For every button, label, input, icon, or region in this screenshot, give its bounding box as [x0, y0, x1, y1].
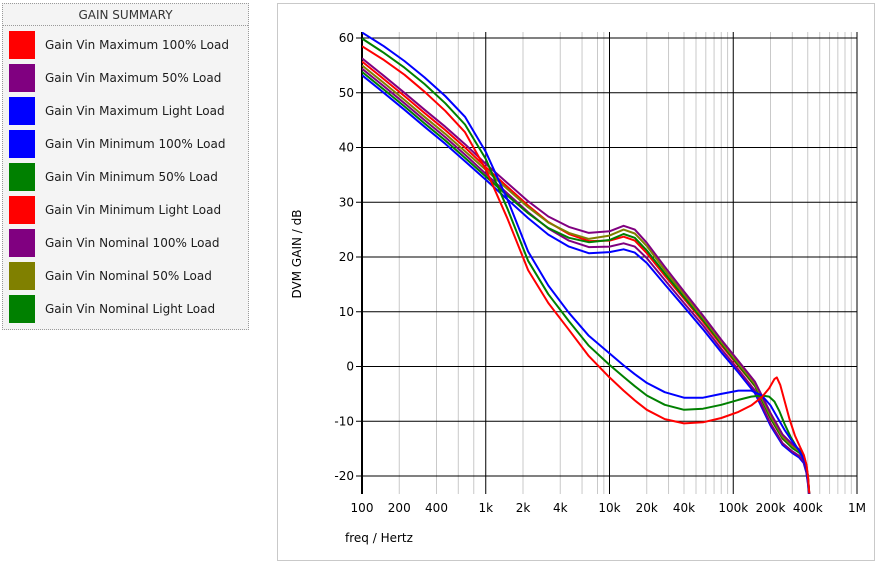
legend-item-label: Gain Vin Nominal 100% Load	[45, 235, 220, 250]
legend-item-label: Gain Vin Nominal 50% Load	[45, 268, 212, 283]
x-tick-label: 2k	[516, 501, 531, 515]
curve-gain-vin-maximum-light-load	[362, 32, 811, 494]
legend-items: Gain Vin Maximum 100% Load Gain Vin Maxim…	[3, 26, 248, 329]
legend-item: Gain Vin Nominal Light Load	[3, 292, 248, 325]
legend-item: Gain Vin Minimum 100% Load	[3, 127, 248, 160]
legend-item: Gain Vin Maximum 100% Load	[3, 28, 248, 61]
legend-item-label: Gain Vin Maximum 100% Load	[45, 37, 229, 52]
legend-item: Gain Vin Minimum Light Load	[3, 193, 248, 226]
y-tick-label: 20	[339, 250, 354, 264]
legend-item-label: Gain Vin Nominal Light Load	[45, 301, 216, 316]
legend-swatch	[9, 261, 35, 290]
legend-item: Gain Vin Nominal 100% Load	[3, 226, 248, 259]
legend-item-label: Gain Vin Minimum 50% Load	[45, 169, 218, 184]
x-tick-label: 4k	[553, 501, 568, 515]
x-axis-title: freq / Hertz	[345, 531, 413, 545]
legend-item-label: Gain Vin Minimum Light Load	[45, 202, 222, 217]
y-tick-label: 30	[339, 195, 354, 209]
x-tick-label: 1M	[848, 501, 866, 515]
x-tick-label: 100k	[718, 501, 748, 515]
curve-gain-vin-nominal-100-load	[362, 67, 811, 494]
legend-swatch	[9, 162, 35, 191]
x-tick-label: 1k	[478, 501, 493, 515]
curve-gain-vin-nominal-50-load	[362, 64, 811, 494]
curve-gain-vin-maximum-50-load	[362, 57, 811, 494]
x-tick-label: 40k	[673, 501, 695, 515]
gain-summary-panel: GAIN SUMMARY Gain Vin Maximum 100% Load G…	[2, 3, 249, 330]
legend-item: Gain Vin Maximum 50% Load	[3, 61, 248, 94]
x-tick-label: 200	[388, 501, 411, 515]
curves-group	[362, 32, 811, 494]
legend-item: Gain Vin Maximum Light Load	[3, 94, 248, 127]
x-tick-label: 400	[425, 501, 448, 515]
legend-item: Gain Vin Minimum 50% Load	[3, 160, 248, 193]
x-tick-label: 400k	[793, 501, 823, 515]
legend-swatch	[9, 294, 35, 323]
y-tick-label: 60	[339, 31, 354, 45]
legend-swatch	[9, 195, 35, 224]
legend-swatch	[9, 30, 35, 59]
y-tick-label: 50	[339, 86, 354, 100]
x-tick-label: 10k	[598, 501, 620, 515]
legend-swatch	[9, 129, 35, 158]
chart-panel: 60 50 40 30 20 10 0 -10 -20 100 200 400 1k 2k 4k 10k 20k…	[277, 3, 875, 561]
x-tick-label: 20k	[636, 501, 658, 515]
y-tick-label: -20	[334, 469, 354, 483]
legend-item: Gain Vin Nominal 50% Load	[3, 259, 248, 292]
legend-item-label: Gain Vin Minimum 100% Load	[45, 136, 226, 151]
y-axis-title: DVM GAIN / dB	[290, 210, 304, 299]
curve-gain-vin-minimum-100-load	[362, 74, 810, 494]
legend-item-label: Gain Vin Maximum Light Load	[45, 103, 225, 118]
curve-gain-vin-nominal-light-load	[362, 37, 811, 494]
legend-item-label: Gain Vin Maximum 50% Load	[45, 70, 222, 85]
x-tick-label: 100	[351, 501, 374, 515]
y-tick-label: -10	[334, 414, 354, 428]
curve-gain-vin-minimum-50-load	[362, 71, 811, 494]
y-tick-label: 0	[346, 360, 354, 374]
y-tick-label: 40	[339, 141, 354, 155]
legend-swatch	[9, 63, 35, 92]
legend-swatch	[9, 228, 35, 257]
y-tick-label: 10	[339, 305, 354, 319]
curve-gain-vin-minimum-light-load	[362, 45, 811, 494]
x-tick-label: 200k	[756, 501, 786, 515]
legend-swatch	[9, 96, 35, 125]
legend-title: GAIN SUMMARY	[3, 4, 248, 26]
